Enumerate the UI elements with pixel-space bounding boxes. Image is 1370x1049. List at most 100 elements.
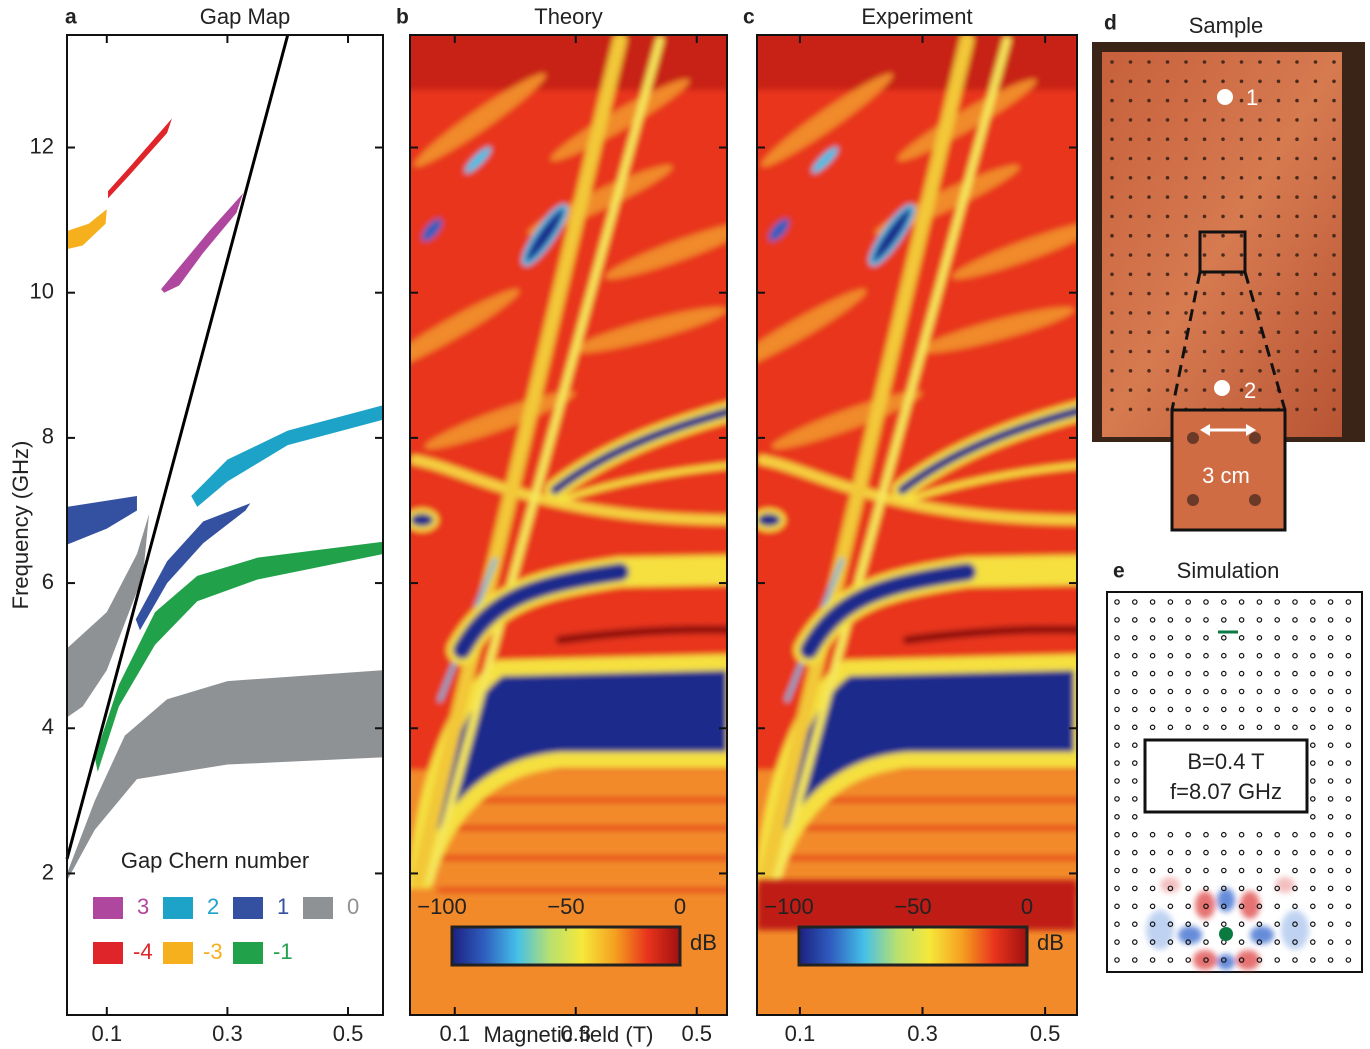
pin (1110, 137, 1114, 141)
pin (1147, 369, 1151, 373)
pin (1238, 885, 1245, 892)
pin (1332, 137, 1336, 141)
legend-swatch (163, 897, 193, 919)
pin (1132, 831, 1138, 838)
pin (1292, 939, 1298, 945)
pin (1221, 291, 1225, 296)
pin (1256, 724, 1263, 731)
pin (1313, 233, 1318, 238)
pin (1332, 118, 1336, 122)
pin (1345, 742, 1352, 749)
pin (1114, 760, 1120, 766)
pin (1256, 939, 1263, 945)
pin (1258, 156, 1262, 161)
pin (1295, 79, 1299, 84)
legend-label: 2 (207, 894, 219, 919)
pin (1167, 921, 1174, 928)
pin (1256, 634, 1263, 641)
pin (1221, 921, 1227, 928)
pin (1221, 957, 1227, 963)
pin (1221, 849, 1227, 856)
heatmap-feature (410, 455, 727, 525)
pin (1132, 778, 1138, 784)
pin (1185, 670, 1192, 677)
pin (1295, 137, 1299, 141)
pin (1202, 214, 1207, 219)
pin (1292, 867, 1298, 874)
heatmap-feature (904, 462, 1077, 503)
pin (1149, 831, 1156, 838)
pin (1128, 388, 1133, 392)
pin (1292, 634, 1298, 641)
pin (1327, 813, 1334, 820)
heatmap-feature (410, 508, 439, 532)
pin (1167, 724, 1174, 731)
pin (1345, 939, 1352, 945)
pin (1274, 957, 1281, 963)
pin (1327, 831, 1334, 838)
pin (1310, 903, 1316, 910)
pin (1203, 634, 1209, 641)
pin (1128, 195, 1133, 199)
pin (1165, 233, 1170, 238)
pin (1221, 599, 1227, 605)
pin (1238, 849, 1245, 856)
pin (1313, 118, 1318, 122)
pin (1202, 118, 1207, 122)
pin (1114, 957, 1120, 963)
y-tick-label: 10 (30, 279, 54, 304)
pin (1147, 98, 1151, 103)
pin (1292, 903, 1298, 910)
pin (1239, 156, 1244, 161)
pin (1132, 688, 1138, 695)
pin (1295, 272, 1299, 277)
pin (1184, 253, 1188, 257)
pin (1221, 652, 1227, 659)
pin (1132, 724, 1138, 731)
pin (1258, 253, 1262, 257)
pin (1256, 903, 1263, 910)
heatmap-feature (550, 79, 690, 161)
pin (1114, 849, 1120, 856)
pin (1310, 670, 1316, 677)
pin (1292, 885, 1298, 892)
frequency-label: f=8.07 GHz (1170, 779, 1282, 804)
pin (1327, 652, 1334, 659)
heatmap-feature (411, 35, 627, 887)
pin (1327, 903, 1334, 910)
pin (1238, 903, 1245, 910)
pin (1256, 921, 1263, 928)
pin (1238, 921, 1245, 928)
pin (1310, 599, 1316, 605)
pin (1165, 118, 1170, 122)
pin (1167, 634, 1174, 641)
pin (1147, 330, 1151, 335)
pin (1276, 253, 1281, 257)
pin (1167, 885, 1174, 892)
pin (1110, 176, 1114, 180)
pin (1167, 903, 1174, 910)
pin (1221, 670, 1227, 677)
legend-title: Gap Chern number (121, 848, 309, 873)
pin (1295, 407, 1299, 412)
point-label: 1 (1246, 85, 1258, 110)
heatmap-feature (410, 654, 727, 888)
legend-swatch (303, 897, 333, 919)
pin (1128, 253, 1133, 257)
pin (1274, 617, 1281, 623)
pin (1258, 349, 1262, 354)
pin (1149, 939, 1156, 945)
pin (1132, 670, 1138, 677)
heatmap-feature (757, 455, 1077, 525)
pin (1332, 330, 1336, 335)
pin (1345, 903, 1352, 910)
pin (1239, 60, 1244, 64)
pin (1149, 617, 1156, 623)
legend-swatch (93, 942, 123, 964)
pin (1332, 369, 1336, 373)
pin (1184, 311, 1188, 315)
x-tick-label: 0.1 (785, 1021, 816, 1046)
pin (1239, 291, 1244, 296)
pin (1238, 939, 1245, 945)
